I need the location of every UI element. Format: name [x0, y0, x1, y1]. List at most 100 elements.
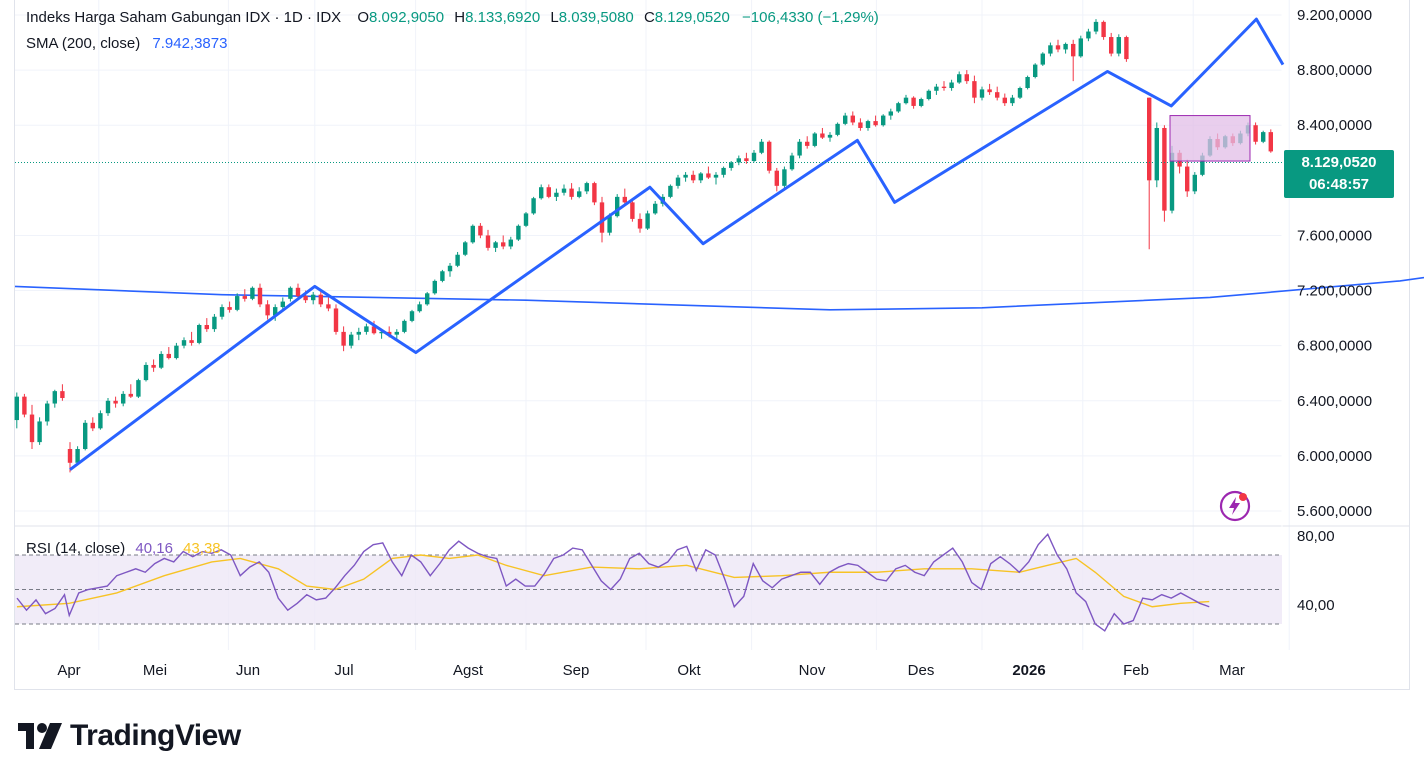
price-tick-label: 8.400,0000: [1297, 117, 1372, 134]
rsi-tick-label: 80,00: [1297, 528, 1335, 545]
candle-body: [668, 185, 673, 197]
candle-body: [987, 89, 992, 93]
low-key: L: [550, 9, 559, 26]
candle-body: [1169, 152, 1175, 211]
candle-body: [166, 353, 171, 359]
time-tick-label: Agst: [453, 662, 484, 679]
candle-body: [721, 167, 726, 175]
candle-body: [257, 287, 263, 305]
candle-body: [561, 188, 567, 193]
candle-body: [1109, 37, 1114, 54]
candle-body: [22, 396, 27, 415]
lightning-icon[interactable]: [1219, 490, 1251, 522]
candle-body: [850, 115, 855, 123]
candle-body: [402, 320, 407, 332]
candle-body: [45, 403, 50, 422]
candle-body: [713, 174, 719, 178]
rsi-tick-label: 40,00: [1297, 597, 1335, 614]
candle-body: [964, 74, 969, 82]
candle-body: [729, 162, 734, 168]
sma-line-layer: [14, 276, 1424, 311]
candle-body: [478, 225, 483, 236]
candle-body: [1261, 132, 1266, 142]
candle-body: [759, 141, 764, 153]
candle-body: [957, 74, 962, 83]
candle-body: [212, 316, 217, 330]
candle-body: [417, 304, 422, 312]
high-value: 8.133,6920: [465, 9, 541, 26]
overlays: [15, 115, 1282, 164]
candle-body: [181, 340, 187, 346]
candle-body: [607, 216, 612, 233]
ohlc-legend[interactable]: Indeks Harga Saham Gabungan IDX · 1D · I…: [26, 9, 879, 26]
candle-body: [934, 86, 939, 91]
candle-body: [440, 271, 445, 281]
candle-body: [812, 133, 817, 146]
rsi-label[interactable]: RSI (14, close): [26, 540, 126, 557]
candle-body: [52, 391, 57, 404]
price-axis[interactable]: 9.200,0000 8.800,0000 8.400,0000 7.600,0000…: [1297, 7, 1372, 520]
candle-body: [1040, 53, 1045, 65]
time-tick-label: Jun: [236, 662, 260, 679]
candle-body: [569, 188, 574, 197]
candle-body: [858, 122, 863, 128]
high-key: H: [454, 9, 466, 26]
price-tick-label: 8.800,0000: [1297, 62, 1372, 79]
candle-body: [630, 202, 635, 219]
candle-body: [949, 82, 954, 89]
candle-body: [767, 141, 772, 171]
candle-body: [835, 123, 840, 135]
time-tick-label: Nov: [799, 662, 826, 679]
candle-body: [774, 170, 779, 186]
time-tick-label: Mar: [1219, 662, 1245, 679]
candle-body: [242, 296, 247, 299]
candle-body: [827, 134, 833, 138]
candle-body: [531, 198, 536, 214]
price-tick-label: 6.800,0000: [1297, 338, 1372, 355]
candle-body: [485, 235, 491, 248]
change-value: −106,4330 (−1,29%): [742, 9, 879, 26]
time-tick-label: Feb: [1123, 662, 1149, 679]
chart-canvas[interactable]: 9.200,0000 8.800,0000 8.400,0000 7.600,0000…: [0, 0, 1424, 700]
time-tick-label: Sep: [563, 662, 590, 679]
sma-label[interactable]: SMA (200, close): [26, 35, 141, 52]
candle-body: [356, 331, 361, 335]
rsi-ma-line: [16, 554, 1210, 608]
symbol-title[interactable]: Indeks Harga Saham Gabungan IDX · 1D · I…: [26, 9, 342, 26]
price-tick-label: 9.200,0000: [1297, 7, 1372, 24]
candle-body: [653, 203, 658, 214]
candle-body: [394, 331, 399, 335]
candle-body: [675, 177, 681, 186]
price-tick-label: 5.600,0000: [1297, 503, 1372, 520]
price-tick-label: 6.000,0000: [1297, 448, 1372, 465]
candle-body: [128, 393, 133, 397]
time-tick-label: Okt: [677, 662, 701, 679]
candle-body: [1147, 97, 1152, 181]
price-tick-label: 7.200,0000: [1297, 283, 1372, 300]
candle-body: [539, 187, 544, 199]
candle-body: [265, 304, 270, 316]
candle-body: [204, 325, 209, 330]
sma-legend[interactable]: SMA (200, close) 7.942,3873: [26, 35, 227, 52]
tradingview-logo[interactable]: TradingView: [18, 716, 241, 756]
candle-body: [235, 296, 240, 310]
candle-body: [698, 173, 703, 181]
candle-body: [90, 422, 95, 429]
candle-body: [911, 97, 916, 106]
candle-body: [843, 115, 848, 124]
candle-body: [744, 158, 749, 162]
time-tick-label: 2026: [1012, 662, 1045, 679]
candle-body: [554, 192, 559, 197]
rsi-axis[interactable]: 80,00 40,00: [1297, 528, 1335, 614]
candle-body: [1192, 174, 1197, 192]
time-axis[interactable]: Apr Mei Jun Jul Agst Sep Okt Nov Des 2026 Feb Mar: [57, 662, 1245, 679]
candle-body: [903, 97, 909, 104]
rsi-pane: [15, 533, 1282, 632]
candle-body: [1071, 43, 1076, 57]
candle-body: [227, 307, 232, 310]
sma-value: 7.942,3873: [152, 35, 228, 52]
candle-body: [326, 304, 331, 309]
candle-body: [455, 254, 460, 266]
candle-body: [979, 89, 985, 98]
rsi-legend[interactable]: RSI (14, close) 40,16 43,38: [26, 540, 221, 557]
